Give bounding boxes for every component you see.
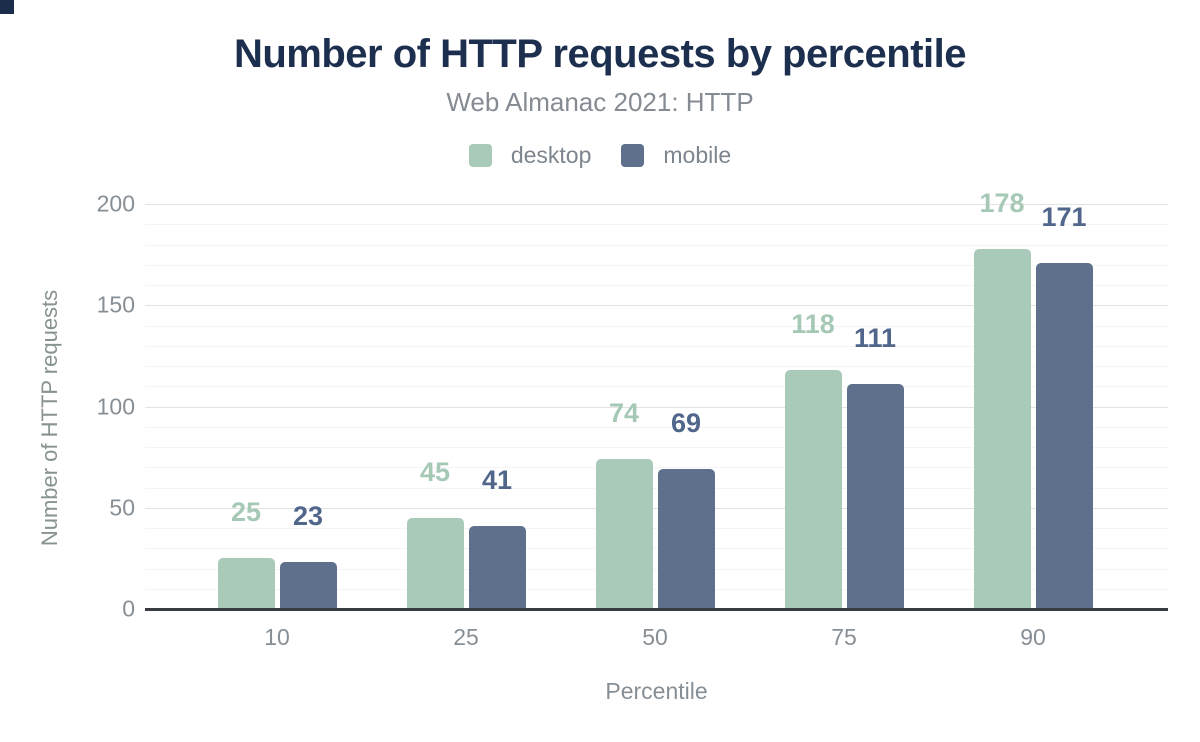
minor-gridline (145, 467, 1168, 468)
minor-gridline (145, 548, 1168, 549)
mobile-bar (279, 562, 337, 609)
mobile-value-label: 171 (1041, 201, 1087, 232)
minor-gridline (145, 265, 1168, 266)
minor-gridline (145, 366, 1168, 367)
x-tick-label: 25 (453, 624, 479, 650)
y-tick-label: 50 (109, 494, 135, 521)
minor-gridline (145, 589, 1168, 590)
chart-title: Number of HTTP requests by percentile (233, 32, 967, 76)
minor-gridline (145, 285, 1168, 286)
x-axis-line (145, 608, 1168, 611)
chart-subtitle: Web Almanac 2021: HTTP (446, 87, 754, 117)
mobile-value-label: 41 (481, 464, 513, 495)
desktop-value-label: 74 (608, 398, 640, 429)
legend-label-mobile: mobile (663, 142, 732, 168)
x-tick-label: 50 (642, 624, 668, 650)
mobile-swatch-icon (621, 144, 645, 167)
major-gridline (145, 305, 1168, 306)
minor-gridline (145, 488, 1168, 489)
legend-item-desktop: desktop (468, 142, 592, 169)
major-gridline (145, 407, 1168, 408)
minor-gridline (145, 427, 1168, 428)
desktop-value-label: 178 (979, 187, 1025, 218)
desktop-value-label: 45 (419, 456, 451, 487)
x-tick-label: 90 (1020, 624, 1046, 650)
desktop-bar (595, 459, 653, 609)
y-tick-label: 150 (96, 291, 135, 318)
minor-gridline (145, 245, 1168, 246)
minor-gridline (145, 224, 1168, 225)
minor-gridline (145, 346, 1168, 347)
corner-marker (0, 0, 14, 14)
y-tick-label: 100 (96, 393, 135, 419)
y-axis-title: Number of HTTP requests (37, 289, 62, 547)
desktop-bar (973, 248, 1031, 609)
minor-gridline (145, 569, 1168, 570)
mobile-bar (1035, 262, 1093, 609)
mobile-bar (468, 525, 526, 609)
mobile-value-label: 111 (853, 323, 897, 354)
mobile-value-label: 69 (670, 408, 702, 439)
legend-item-mobile: mobile (621, 142, 731, 169)
mobile-bar (846, 384, 904, 609)
legend-label-desktop: desktop (510, 142, 592, 168)
mobile-value-label: 23 (292, 501, 324, 532)
desktop-value-label: 25 (230, 497, 262, 528)
minor-gridline (145, 326, 1168, 327)
desktop-bar (406, 517, 464, 609)
desktop-swatch-icon (468, 144, 492, 167)
major-gridline (145, 204, 1168, 205)
desktop-value-label: 118 (791, 309, 835, 340)
minor-gridline (145, 528, 1168, 529)
x-tick-label: 10 (264, 624, 290, 650)
minor-gridline (145, 386, 1168, 387)
mobile-bar (657, 469, 715, 609)
legend: desktop mobile (0, 142, 1200, 169)
desktop-bar (217, 558, 275, 609)
desktop-bar (784, 370, 842, 609)
y-tick-label: 0 (122, 595, 135, 622)
minor-gridline (145, 447, 1168, 448)
x-tick-label: 75 (831, 624, 857, 650)
x-axis-title: Percentile (605, 678, 708, 704)
major-gridline (145, 508, 1168, 509)
y-tick-label: 200 (96, 190, 135, 217)
